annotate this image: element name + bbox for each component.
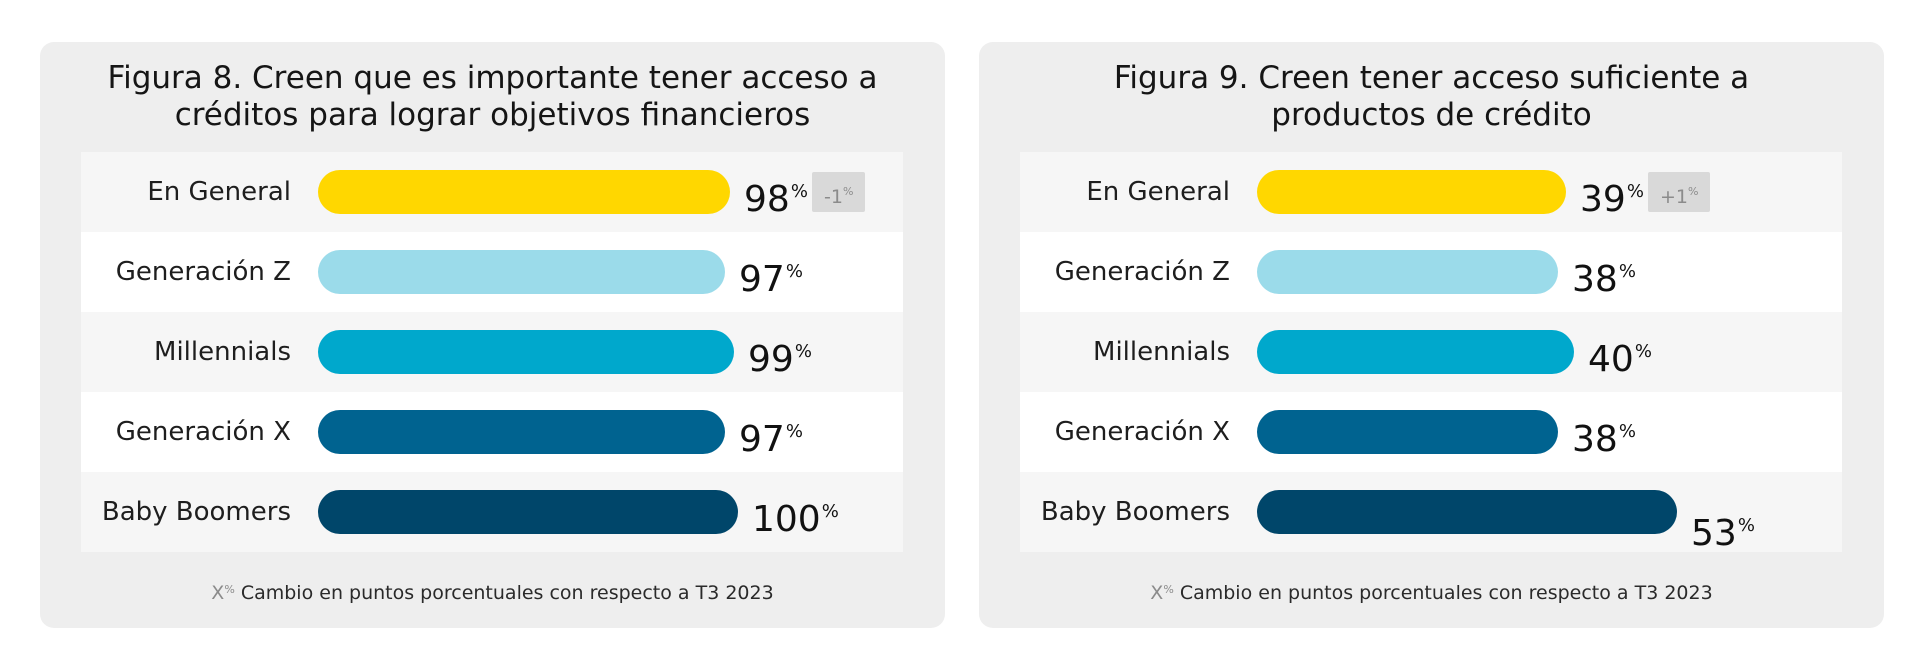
data-label: 40% [1588,339,1652,380]
chart-title-line-1: Figura 9. Creen tener acceso suficiente … [1113,60,1750,96]
chart-row-generacion-x: Generación X 38% [1020,392,1842,472]
change-badge: -1% [812,172,866,212]
data-label: 38% [1572,419,1636,460]
footnote: X% Cambio en puntos porcentuales con res… [979,582,1884,604]
bar-generacion-z [318,250,725,294]
category-label: Generación Z [1054,257,1230,287]
chart-card-figura-8: Figura 8. Creen que es importante tener … [40,42,945,628]
chart-row-baby-boomers: Baby Boomers 53% [1020,472,1842,554]
data-label: 98% [744,179,808,220]
chart-title: Figura 9. Creen tener acceso suficiente … [979,60,1884,134]
category-label: En General [1086,177,1230,207]
category-label: Generación X [115,417,291,447]
data-label: 97% [739,419,803,460]
footnote-marker: X% [211,582,235,604]
chart-title-line-2: productos de crédito [1271,97,1592,133]
bar-millennials [1257,330,1574,374]
data-label: 53% [1691,513,1755,554]
footnote: X% Cambio en puntos porcentuales con res… [40,582,945,604]
chart-row-generacion-z: Generación Z 38% [1020,232,1842,312]
data-label: 97% [739,259,803,300]
footnote-text: Cambio en puntos porcentuales con respec… [240,582,774,604]
bar-en-general [318,170,730,214]
chart-row-en-general: En General 98% -1% [81,152,903,232]
change-badge: +1% [1648,172,1711,212]
chart-row-generacion-x: Generación X 97% [81,392,903,472]
bar-chart-plot: En General 98% -1% Generación Z 97% Millennia… [81,152,903,552]
data-label: 38% [1572,259,1636,300]
bar-generacion-x [318,410,725,454]
chart-row-en-general: En General 39% +1% [1020,152,1842,232]
data-label: 39% [1580,179,1644,220]
chart-row-millennials: Millennials 40% [1020,312,1842,392]
data-label: 100% [752,499,839,540]
data-label: 99% [748,339,812,380]
bar-en-general [1257,170,1566,214]
category-label: Baby Boomers [1040,497,1230,527]
footnote-marker: X% [1150,582,1174,604]
chart-row-millennials: Millennials 99% [81,312,903,392]
chart-row-generacion-z: Generación Z 97% [81,232,903,312]
category-label: Generación Z [115,257,291,287]
chart-title-line-2: créditos para lograr objetivos financier… [174,97,811,133]
category-label: Millennials [1093,337,1230,367]
chart-title-line-1: Figura 8. Creen que es importante tener … [107,60,878,96]
chart-row-baby-boomers: Baby Boomers 100% [81,472,903,552]
category-label: Generación X [1054,417,1230,447]
chart-card-figura-9: Figura 9. Creen tener acceso suficiente … [979,42,1884,628]
bar-millennials [318,330,734,374]
bar-baby-boomers [1257,490,1677,534]
bar-generacion-z [1257,250,1558,294]
category-label: Millennials [154,337,291,367]
bar-baby-boomers [318,490,738,534]
category-label: Baby Boomers [101,497,291,527]
category-label: En General [147,177,291,207]
bar-chart-plot: En General 39% +1% Generación Z 38% Millennia… [1020,152,1842,554]
footnote-text: Cambio en puntos porcentuales con respec… [1179,582,1713,604]
bar-generacion-x [1257,410,1558,454]
chart-title: Figura 8. Creen que es importante tener … [40,60,945,134]
